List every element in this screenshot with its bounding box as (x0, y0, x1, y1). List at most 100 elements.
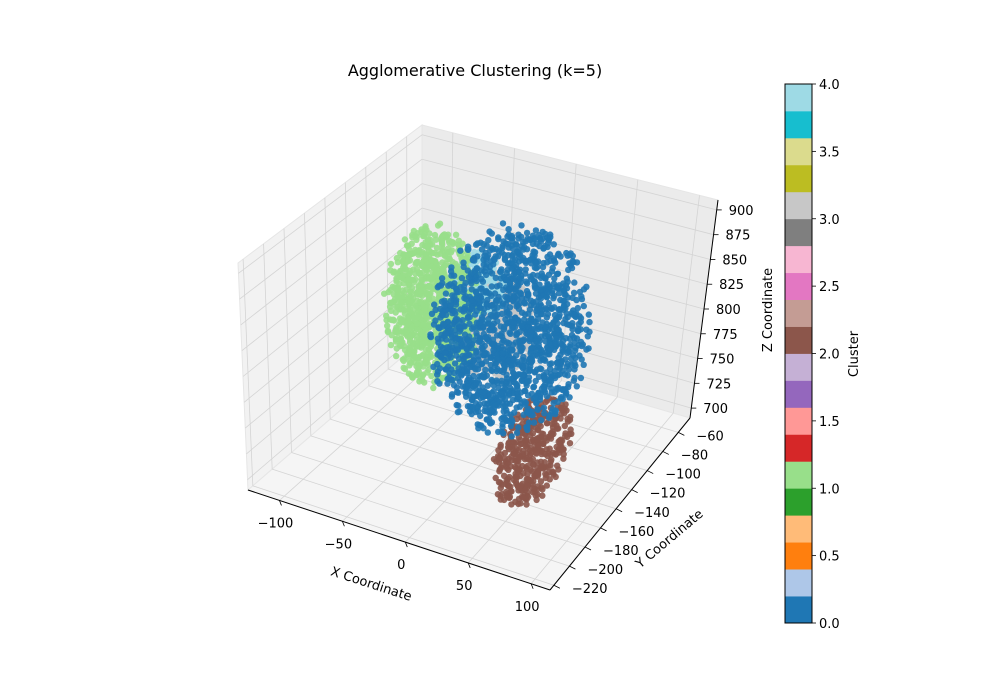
scatter-point (495, 235, 502, 243)
scatter-point (527, 350, 534, 357)
scatter-point (481, 252, 488, 259)
scatter-point (554, 386, 561, 393)
z-tick-label: 725 (706, 377, 731, 392)
y-tick-label: −120 (650, 487, 686, 502)
scatter-point (400, 357, 407, 365)
scatter-point (439, 264, 447, 272)
scatter-point (505, 226, 512, 233)
scatter-point (524, 291, 532, 298)
scatter-point (420, 321, 427, 328)
colorbar-swatch (785, 542, 812, 570)
scatter-point (451, 331, 459, 339)
scatter-point (491, 402, 498, 409)
colorbar-tick-label: 1.0 (819, 482, 840, 497)
scatter-point (500, 238, 507, 245)
scatter-point (567, 426, 574, 433)
scatter-point (488, 230, 495, 237)
scatter-point (440, 232, 447, 239)
z-tick-label: 750 (710, 353, 735, 368)
scatter-point (576, 288, 584, 296)
scatter-point (532, 227, 540, 234)
colorbar-swatch (785, 84, 812, 112)
scatter-point (417, 360, 425, 367)
y-tick-label: −180 (603, 544, 639, 559)
scatter-point (539, 492, 546, 499)
scatter-point (400, 319, 407, 326)
x-tick (342, 521, 345, 527)
x-tick (279, 500, 282, 506)
scatter-point (493, 283, 501, 290)
scatter-point (494, 491, 502, 498)
scatter-point (403, 331, 410, 339)
scatter-point (462, 279, 469, 286)
scatter-point (574, 325, 582, 333)
scatter-point (543, 259, 551, 266)
scatter-point (540, 383, 547, 390)
scatter-point (400, 251, 407, 258)
scatter-point (456, 323, 463, 330)
scatter-point (394, 286, 402, 293)
scatter-point (522, 266, 529, 273)
scatter-point (456, 408, 463, 415)
scatter-point (550, 241, 557, 248)
scatter-point (391, 268, 398, 275)
scatter-point (516, 289, 524, 296)
scatter-point (477, 294, 485, 301)
scatter-point (551, 311, 559, 319)
scatter-point (527, 328, 534, 335)
grid-line (272, 468, 570, 567)
scatter-point (458, 274, 466, 282)
scatter-point (398, 299, 405, 306)
scatter-point (490, 387, 497, 395)
scatter-point (535, 442, 542, 449)
scatter-point (487, 395, 494, 402)
scatter-point (529, 436, 537, 444)
scatter-point (482, 366, 489, 373)
scatter-point (518, 322, 525, 329)
scatter-point (393, 278, 400, 285)
scatter-point (578, 295, 586, 303)
scatter-point (554, 363, 561, 371)
scatter-point (533, 366, 541, 373)
scatter-point (548, 325, 555, 332)
scatter-point (557, 253, 564, 260)
scatter-point (480, 310, 487, 317)
scatter-point (437, 282, 445, 289)
scatter-point (463, 345, 470, 352)
scatter-point (424, 243, 431, 250)
tick-labels: −100 −50 0 50 100 −60 −80 −100 −120 −140 −160 −180 −… (258, 204, 754, 615)
x-tick-label: 50 (456, 579, 473, 594)
scatter-point (488, 283, 495, 290)
colorbar: 0.0 0.5 1.0 1.5 2.0 2.5 3.0 3.5 4.0 Cluster (784, 78, 862, 632)
scatter-point (468, 344, 475, 352)
scatter-point (464, 365, 471, 372)
scatter-point (547, 234, 554, 241)
scatter-point (424, 299, 431, 306)
scatter-point (395, 294, 402, 301)
x-tick-label: 0 (397, 558, 405, 573)
scatter-point (530, 383, 538, 390)
scatter-point (529, 240, 537, 248)
scatter-point (483, 416, 490, 423)
grid-line (252, 485, 555, 586)
scatter-point (436, 365, 444, 372)
scatter-point (413, 369, 421, 376)
scatter-point (433, 244, 441, 252)
scatter-point (438, 275, 446, 282)
scatter-point (393, 254, 401, 262)
scatter-point (428, 310, 436, 317)
scatter-point (562, 335, 570, 342)
scatter-point (583, 326, 590, 333)
scatter-point (578, 356, 585, 363)
scatter-point (490, 456, 498, 463)
scatter-point (490, 347, 497, 354)
scatter-point (499, 220, 507, 227)
y-tick-label: −220 (572, 582, 608, 597)
scatter-point (422, 225, 429, 232)
scatter-point (569, 326, 576, 333)
scatter-point (570, 334, 578, 341)
scatter-point (538, 302, 545, 310)
scatter-point (521, 300, 529, 307)
scatter-point (475, 271, 482, 278)
scatter-point (431, 249, 439, 257)
